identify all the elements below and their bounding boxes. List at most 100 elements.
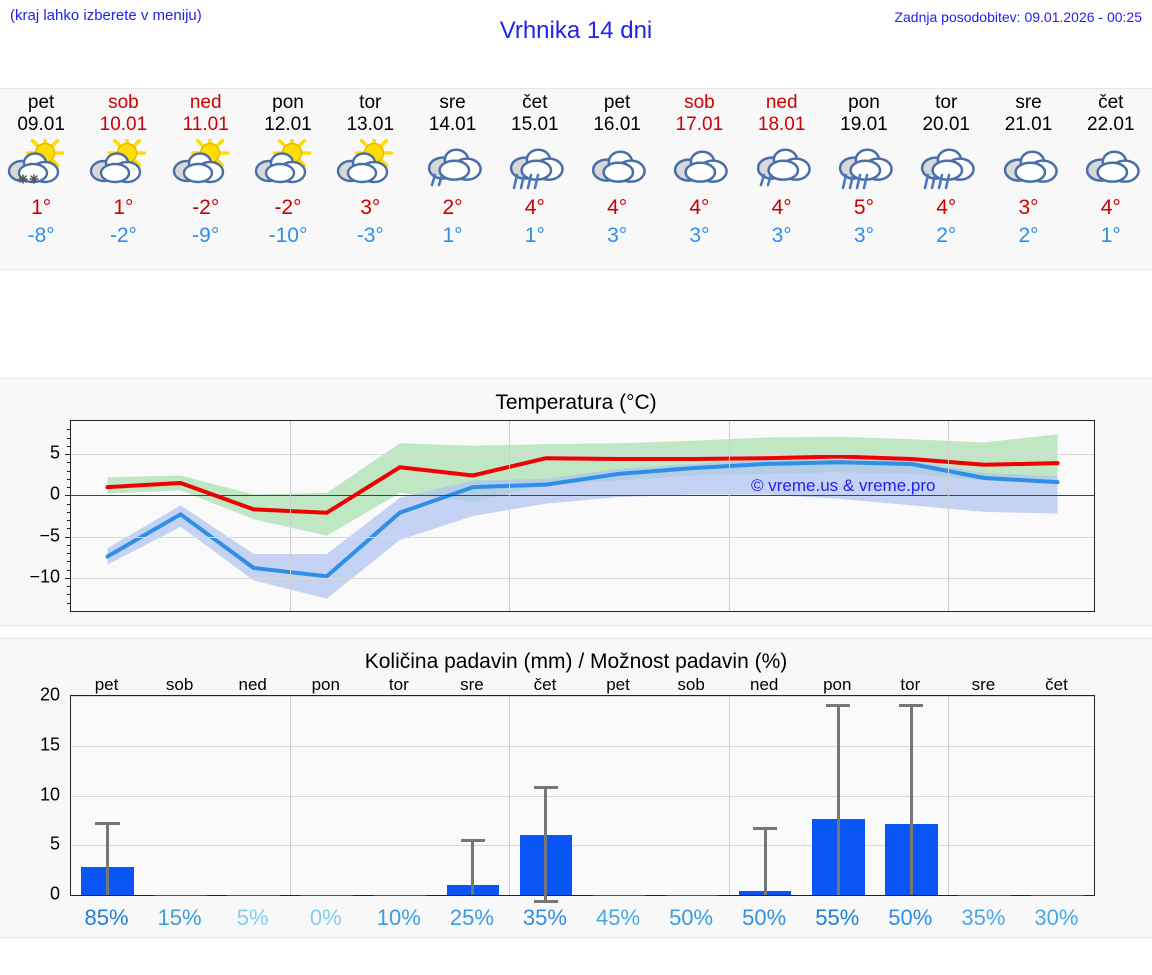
y-axis-minor-tick	[67, 561, 71, 563]
day-min-temperature: 3°	[771, 224, 792, 247]
precipitation-probability-label: 45%	[596, 905, 641, 930]
y-axis-tick	[65, 454, 71, 456]
precipitation-y-axis-label: 10	[39, 784, 60, 804]
day-date-label: 11.01	[182, 114, 229, 135]
forecast-day-column[interactable]: pet 09.01 1° -8°	[0, 89, 82, 269]
day-max-temperature: 4°	[524, 196, 545, 219]
y-axis-minor-tick	[67, 544, 71, 546]
error-bar-cap	[533, 899, 559, 903]
precipitation-day-label: sob	[165, 675, 194, 694]
precipitation-bar	[665, 894, 719, 896]
day-separator-line	[290, 421, 292, 611]
temperature-plot-area: © vreme.us & vreme.pro	[65, 420, 1095, 612]
day-min-temperature: 3°	[607, 224, 628, 247]
temperature-chart-title: Temperatura (°C)	[495, 391, 657, 414]
precipitation-probability-label: 50%	[888, 905, 933, 930]
precipitation-bar	[1031, 894, 1084, 896]
error-bar-stem	[763, 827, 767, 895]
y-axis-minor-tick	[67, 586, 71, 588]
sun-cloud-icon	[329, 138, 411, 194]
error-bar-stem	[544, 785, 548, 900]
day-min-temperature: 1°	[1100, 224, 1121, 247]
forecast-day-column[interactable]: čet 15.01 4° 1°	[494, 89, 576, 269]
precipitation-day-label: sre	[971, 675, 996, 694]
forecast-day-column[interactable]: čet 22.01 4° 1°	[1070, 89, 1152, 269]
precipitation-bar	[958, 894, 1011, 896]
cloud-icon	[1070, 138, 1152, 194]
day-of-week-label: čet	[1098, 92, 1124, 113]
y-axis-tick	[65, 495, 71, 497]
gridline	[71, 454, 1094, 456]
day-date-label: 18.01	[757, 114, 806, 135]
y-axis-tick	[65, 577, 71, 579]
forecast-day-column[interactable]: sre 14.01 2° 1°	[411, 89, 493, 269]
day-of-week-label: sre	[1015, 92, 1042, 113]
day-min-temperature: 2°	[1018, 224, 1039, 247]
precipitation-probability-label: 35%	[522, 905, 567, 930]
day-separator-line	[509, 421, 511, 611]
forecast-day-column[interactable]: tor 20.01 4° 2°	[905, 89, 987, 269]
day-min-temperature: -2°	[109, 224, 137, 247]
y-axis-minor-tick	[67, 528, 71, 530]
y-axis-minor-tick	[67, 553, 71, 555]
day-min-temperature: -10°	[268, 224, 308, 247]
temperature-series-svg	[105, 434, 1060, 599]
sun-cloud-snow-icon	[0, 138, 82, 194]
forecast-day-column[interactable]: sob 10.01 1° -2°	[82, 89, 164, 269]
y-axis-minor-tick	[67, 602, 71, 604]
precipitation-y-axis-label: 20	[39, 684, 60, 705]
precipitation-day-label: tor	[900, 675, 921, 694]
watermark-label: © vreme.us & vreme.pro	[751, 476, 936, 495]
y-axis-minor-tick	[67, 511, 71, 513]
precipitation-y-axis-label: 15	[39, 734, 60, 755]
error-bar-cap	[95, 822, 120, 826]
forecast-day-column[interactable]: ned 11.01 -2° -9°	[165, 89, 247, 269]
day-date-label: 17.01	[675, 114, 724, 135]
day-of-week-label: ned	[765, 92, 798, 113]
temperature-y-axis-label: 0	[49, 483, 60, 504]
sun-cloud-icon	[247, 138, 329, 194]
day-of-week-label: pet	[603, 92, 631, 113]
gridline	[71, 536, 1094, 538]
zero-line	[71, 495, 1094, 497]
precipitation-probability-label: 5%	[236, 905, 269, 930]
y-axis-minor-tick	[67, 487, 71, 489]
y-axis-minor-tick	[67, 569, 71, 571]
day-separator-line	[290, 696, 292, 895]
precipitation-probability-label: 35%	[961, 905, 1006, 930]
error-bar-cap	[826, 703, 851, 707]
precipitation-probability-label: 50%	[669, 905, 714, 930]
precipitation-y-axis-label: 0	[49, 883, 60, 904]
forecast-day-column[interactable]: pon 12.01 -2° -10°	[247, 89, 329, 269]
forecast-day-column[interactable]: sob 17.01 4° 3°	[658, 89, 740, 269]
precipitation-chart-title: Količina padavin (mm) / Možnost padavin …	[364, 650, 788, 673]
day-max-temperature: 2°	[442, 196, 463, 219]
day-date-label: 15.01	[511, 114, 559, 135]
precipitation-bar	[227, 894, 280, 896]
precipitation-bar	[300, 894, 354, 896]
day-min-temperature: 1°	[524, 224, 545, 247]
day-min-temperature: -8°	[27, 224, 55, 247]
day-of-week-label: pon	[272, 92, 304, 113]
error-bar-cap	[460, 839, 485, 843]
forecast-day-column[interactable]: sre 21.01 3° 2°	[987, 89, 1069, 269]
precipitation-day-label: ned	[238, 675, 267, 694]
forecast-day-column[interactable]: tor 13.01 3° -3°	[329, 89, 411, 269]
sun-cloud-icon	[82, 138, 164, 194]
day-of-week-label: sre	[439, 92, 466, 113]
precipitation-chart-panel: Količina padavin (mm) / Možnost padavin …	[0, 638, 1152, 938]
y-axis-minor-tick	[67, 429, 71, 431]
day-date-label: 10.01	[99, 114, 148, 135]
forecast-day-column[interactable]: pet 16.01 4° 3°	[576, 89, 658, 269]
day-of-week-label: pet	[27, 92, 55, 113]
y-axis-minor-tick	[67, 462, 71, 464]
y-axis-minor-tick	[67, 594, 71, 596]
day-of-week-label: sob	[684, 92, 715, 113]
location-menu-hint: (kraj lahko izberete v meniju)	[10, 7, 202, 24]
forecast-day-column[interactable]: pon 19.01 5° 3°	[823, 89, 905, 269]
temperature-y-axis-label: −10	[29, 566, 60, 587]
forecast-day-column[interactable]: ned 18.01 4° 3°	[741, 89, 823, 269]
precipitation-day-label: pon	[311, 675, 340, 694]
day-date-label: 14.01	[428, 114, 477, 135]
